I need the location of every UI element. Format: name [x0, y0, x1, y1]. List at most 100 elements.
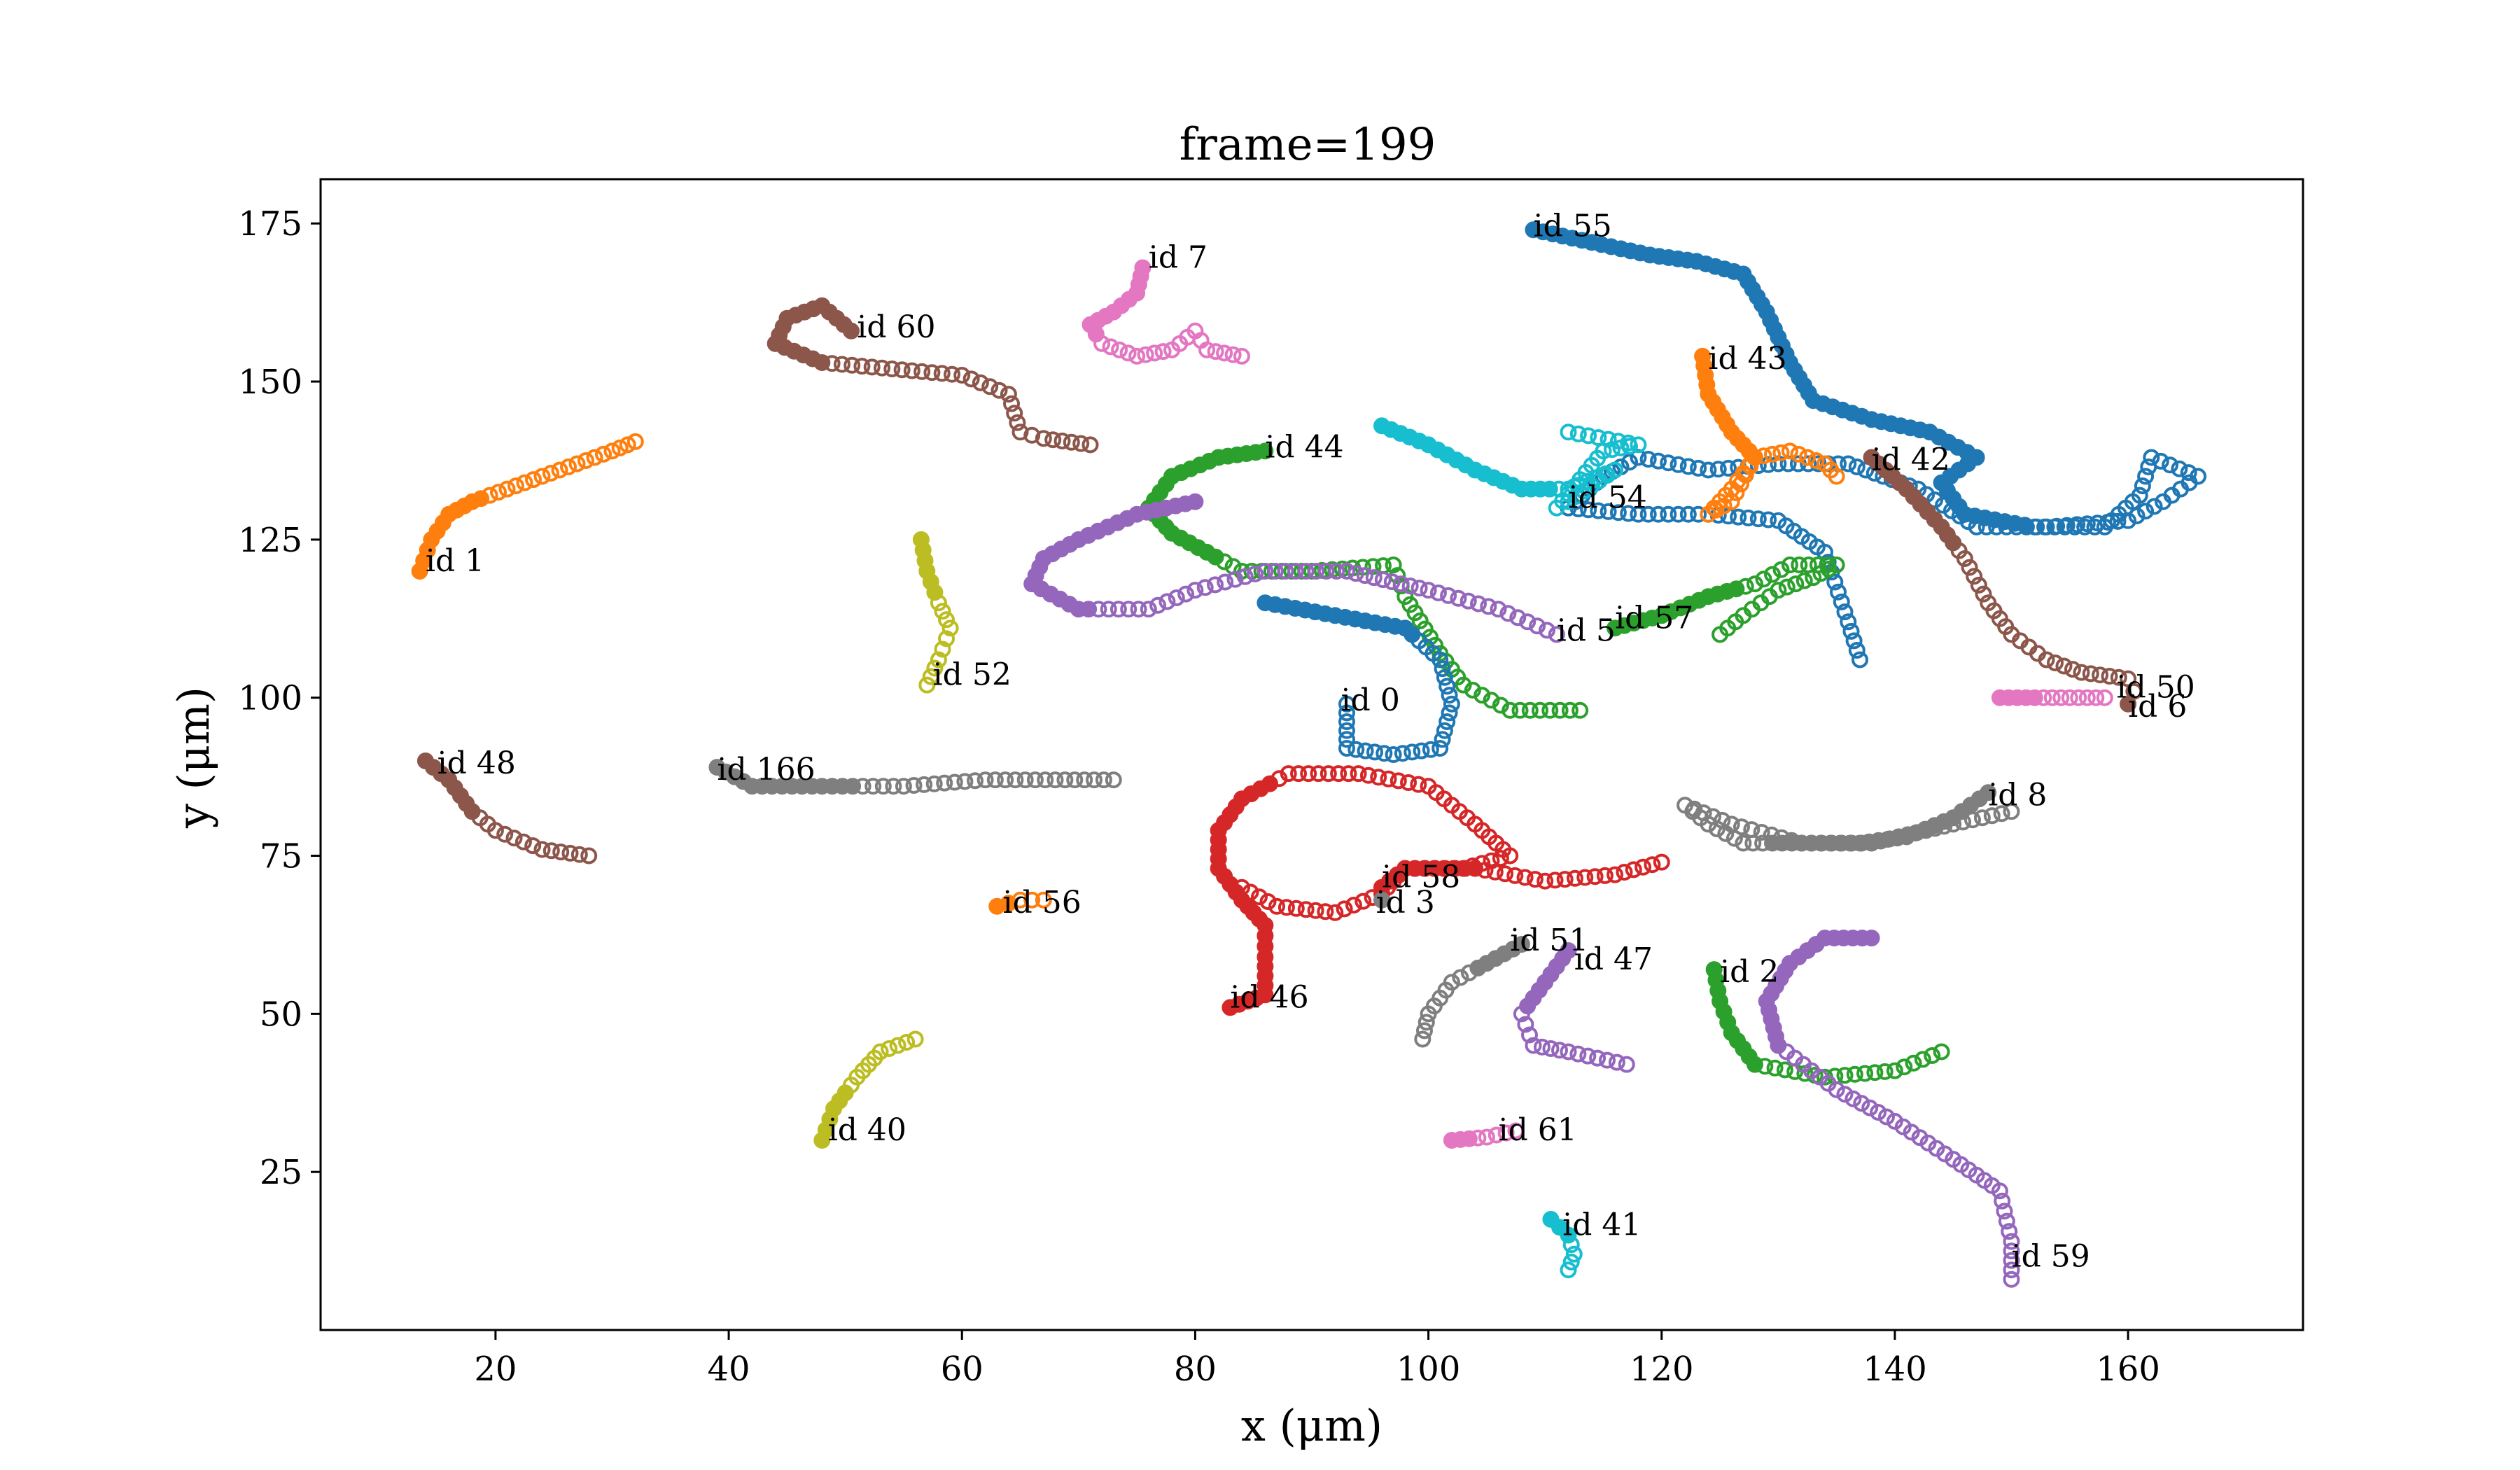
track-point [1478, 1128, 1495, 1146]
track-id-3 [1373, 891, 1390, 909]
track-point [1991, 1182, 2008, 1200]
track-label-id-46: id 46 [1230, 979, 1308, 1015]
track-point [898, 1034, 916, 1051]
track-point [1317, 903, 1334, 920]
x-tick-label: 60 [941, 1350, 983, 1389]
tracks-layer [411, 221, 2207, 1288]
track-point [1532, 701, 1548, 719]
track-point [2109, 512, 2127, 530]
x-tick-label: 100 [1396, 1350, 1461, 1389]
track-point [1793, 834, 1810, 852]
track-point [1525, 1037, 1542, 1054]
y-tick-label: 150 [238, 363, 302, 402]
track-point [1560, 1261, 1577, 1279]
track-point [1233, 878, 1250, 896]
track-point [1993, 805, 2010, 822]
track-point [1310, 765, 1327, 783]
track-point [1956, 550, 1973, 567]
y-tick-label: 125 [238, 521, 302, 560]
track-id-58 [1373, 853, 1670, 896]
track-point [1529, 617, 1546, 635]
track-point [1783, 832, 1800, 849]
track-point [2052, 689, 2070, 706]
track-label-id-50: id 50 [2117, 670, 2195, 706]
track-id-60 [766, 297, 1099, 454]
track-id-47 [1513, 942, 1635, 1073]
track-point [1046, 771, 1064, 789]
track-id-42 [1863, 449, 2137, 687]
track-point [2155, 493, 2172, 510]
track-point [2073, 664, 2090, 681]
track-point [1735, 834, 1752, 852]
track-point [1470, 595, 1487, 612]
track-point [2048, 517, 2066, 535]
track-point [525, 471, 542, 489]
track-point [1569, 425, 1587, 442]
track-point [2092, 666, 2109, 684]
track-point [1090, 601, 1107, 618]
track-point [1480, 598, 1497, 615]
track-point [568, 455, 586, 472]
track-point [1813, 834, 1830, 852]
track-point [619, 436, 636, 454]
track-point [1186, 582, 1204, 599]
track-point [1970, 576, 1987, 594]
track-point [1714, 811, 1731, 829]
track-id-166 [708, 759, 1122, 795]
track-point [1338, 740, 1355, 757]
track-point [1870, 1104, 1887, 1121]
track-point [1935, 818, 1953, 835]
y-tick-label: 175 [238, 204, 302, 244]
track-point [1082, 436, 1099, 454]
track-point [1266, 563, 1284, 580]
track-point [962, 370, 980, 388]
track-point [895, 778, 912, 795]
track-point [1009, 414, 1026, 431]
track-point [1370, 769, 1387, 786]
track-id-54 [1373, 417, 1647, 517]
track-point [1924, 1047, 1941, 1064]
track-point [1842, 622, 1860, 640]
y-tick-label: 25 [260, 1153, 302, 1192]
track-point [1917, 822, 1935, 839]
track-point [2008, 518, 2025, 536]
track-point [2087, 689, 2105, 706]
track-point [1569, 1045, 1587, 1063]
track-point [1843, 834, 1861, 852]
track-point [1899, 826, 1917, 844]
track-point [1297, 563, 1315, 580]
track-point [2038, 651, 2055, 668]
track-point [1709, 461, 1727, 478]
track-point [953, 367, 971, 384]
track-label-id-5: id 5 [1557, 612, 1616, 648]
track-point [1876, 1063, 1893, 1080]
track-point [1836, 1067, 1854, 1084]
track-point [1861, 1099, 1879, 1116]
track-point [1945, 816, 1962, 833]
track-point [1836, 1086, 1854, 1103]
track-point [542, 465, 559, 482]
track-point [1894, 1118, 1912, 1135]
track-point [1359, 766, 1377, 784]
track-point [934, 603, 951, 620]
track-point [1625, 861, 1642, 878]
track-point [516, 474, 533, 491]
track-point [933, 365, 951, 382]
track-point [1728, 484, 1745, 501]
track-point [1137, 346, 1154, 363]
track-point [1287, 563, 1305, 580]
track-point [1120, 601, 1138, 618]
track-point [1639, 505, 1657, 523]
track-point [956, 773, 974, 790]
track-point [1434, 660, 1451, 678]
track-point [1908, 824, 1926, 841]
track-point [2068, 516, 2086, 533]
track-point [1556, 871, 1574, 888]
track-point [997, 771, 1014, 789]
track-point [1242, 883, 1259, 901]
track-point [1287, 899, 1305, 917]
track-point [1954, 813, 1972, 831]
track-point [1755, 570, 1772, 588]
track-point [1639, 451, 1657, 468]
track-point [2171, 460, 2188, 477]
